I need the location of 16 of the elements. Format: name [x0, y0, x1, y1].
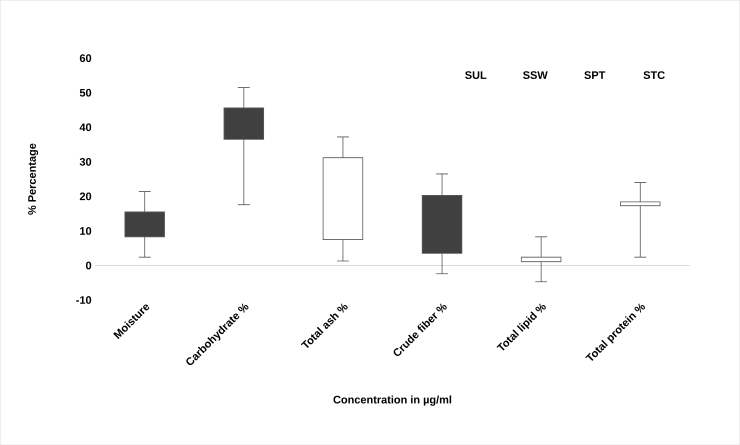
y-tick-label: -10 — [76, 296, 92, 304]
annotation: SUL — [465, 71, 486, 79]
y-tick-label: 50 — [80, 88, 92, 97]
y-tick-label: 0 — [86, 262, 92, 270]
y-tick-label: 40 — [80, 123, 92, 132]
annotation: SSW — [523, 71, 548, 79]
annotation: SPT — [584, 71, 606, 79]
annotation: STC — [644, 71, 665, 79]
y-tick-label: 60 — [80, 54, 92, 62]
y-tick-label: 10 — [80, 226, 92, 235]
candlestick — [620, 182, 660, 258]
x-axis-title: Concentration in µg/ml — [334, 395, 452, 406]
y-axis-title: % Percentage — [28, 144, 38, 215]
candlestick — [520, 236, 562, 282]
y-tick-label: 30 — [80, 158, 92, 166]
y-tick-label: 20 — [80, 192, 92, 200]
